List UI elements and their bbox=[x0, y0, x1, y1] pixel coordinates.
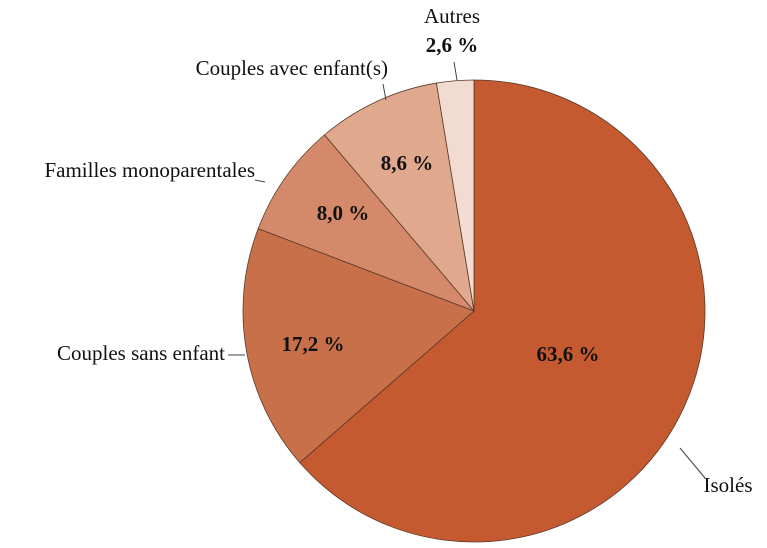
slice-label: Familles monoparentales bbox=[44, 158, 255, 182]
leader-line bbox=[254, 179, 266, 183]
slice-label: Autres bbox=[424, 4, 480, 28]
value-label: 2,6 % bbox=[426, 33, 479, 57]
value-label: 8,0 % bbox=[317, 201, 370, 225]
pie-slice bbox=[299, 79, 706, 543]
leader-line bbox=[453, 61, 458, 81]
slice-label: Isolés bbox=[704, 473, 753, 497]
pie-slice bbox=[435, 79, 475, 312]
pie-slice bbox=[242, 228, 475, 464]
value-label: 63,6 % bbox=[537, 342, 600, 366]
pie-slice bbox=[257, 134, 475, 312]
leader-line bbox=[382, 83, 387, 101]
slice-label: Couples avec enfant(s) bbox=[196, 56, 388, 80]
pie-slice bbox=[323, 82, 475, 313]
value-label: 17,2 % bbox=[282, 332, 345, 356]
value-label: 8,6 % bbox=[381, 151, 434, 175]
slice-label: Couples sans enfant bbox=[57, 341, 225, 365]
leader-line bbox=[679, 447, 706, 479]
